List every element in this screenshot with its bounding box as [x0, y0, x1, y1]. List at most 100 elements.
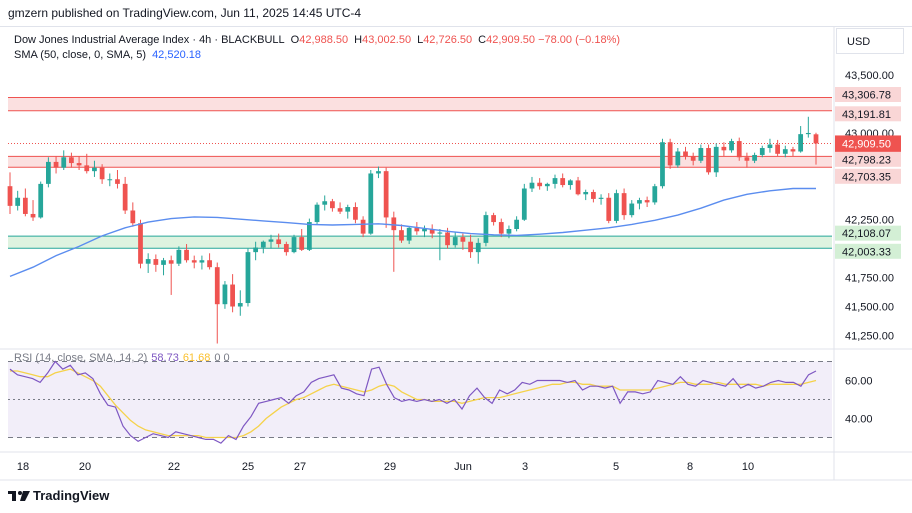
candle-body	[675, 151, 681, 166]
low-label: L	[417, 34, 424, 46]
time-tick-label: 20	[79, 461, 91, 473]
candle-body	[237, 303, 243, 307]
candle-body	[145, 259, 151, 264]
candle-body	[713, 146, 719, 173]
time-tick-label: 8	[687, 461, 693, 473]
time-tick-label: 25	[242, 461, 254, 473]
candle-body	[805, 132, 811, 135]
candle-body	[445, 232, 450, 246]
candle-body	[475, 242, 481, 253]
price-tag-label: 43,306.78	[842, 89, 891, 101]
tradingview-footer[interactable]: TradingView	[8, 488, 109, 503]
candle-body	[306, 222, 312, 250]
candle-body	[383, 171, 389, 218]
candle-body	[391, 217, 397, 231]
top-border	[0, 26, 912, 27]
main-legend: Dow Jones Industrial Average Index · 4h …	[14, 33, 620, 63]
time-tick-label: 3	[522, 461, 528, 473]
candle-body	[567, 180, 573, 186]
candle-body	[245, 252, 251, 304]
time-tick-label: 10	[742, 461, 754, 473]
candle-body	[406, 227, 412, 241]
candle-body	[199, 260, 205, 263]
price-tag-zone	[835, 168, 901, 184]
candle-body	[84, 165, 90, 172]
price-tag-resistance	[835, 86, 901, 102]
price-tag-label: 42,003.33	[842, 246, 891, 258]
tradingview-brand: TradingView	[33, 488, 110, 503]
open-label: O	[290, 34, 300, 46]
candle-body	[537, 182, 543, 187]
candle-body	[629, 203, 635, 216]
candle-body	[222, 284, 228, 305]
candle-body	[614, 193, 619, 221]
candle-body	[437, 232, 443, 234]
candle-body	[53, 161, 59, 168]
candle-body	[560, 178, 566, 186]
candle-body	[276, 239, 282, 245]
candle-body	[38, 183, 44, 218]
candle-body	[598, 197, 604, 199]
candle-body	[107, 179, 113, 181]
candle-body	[214, 267, 220, 305]
candle-body	[422, 229, 427, 232]
candle-body	[69, 157, 74, 164]
candle-body	[61, 157, 67, 168]
candle-body	[176, 249, 182, 264]
candle-body	[22, 197, 28, 214]
candle-body	[161, 260, 166, 265]
candle-body	[644, 200, 650, 203]
low-value: 42,726.50	[423, 34, 473, 46]
price-tick-label: 42,250.00	[845, 215, 894, 227]
candle-body	[767, 144, 773, 149]
candle-body	[337, 208, 343, 212]
instrument-label[interactable]: Dow Jones Industrial Average Index · 4h …	[14, 34, 285, 46]
rsi-legend-label[interactable]: RSI (14, close, SMA, 14, 2)	[14, 352, 148, 364]
candle-body	[652, 186, 658, 203]
price-tag-label: 42,909.50	[842, 138, 891, 150]
candle-body	[291, 237, 297, 253]
price-tick-label: 41,250.00	[845, 330, 894, 342]
price-tag-label: 42,108.07	[842, 228, 891, 240]
candle-body	[368, 173, 374, 234]
candle-body	[798, 134, 804, 152]
candle-body	[207, 260, 212, 268]
publisher-caption: gmzern published on TradingView.com, Jun…	[8, 6, 362, 20]
candle-body	[76, 163, 82, 166]
candle-body	[759, 148, 765, 155]
candle-body	[782, 149, 788, 154]
price-tag-support	[835, 243, 901, 259]
time-tick-label: 5	[613, 461, 619, 473]
candle-body	[7, 186, 13, 206]
zone-support-2	[8, 236, 832, 249]
candle-body	[506, 229, 512, 234]
rsi-ma-legend-value: 61.68	[182, 352, 211, 364]
candle-body	[122, 183, 128, 211]
zone-resistance-1	[8, 156, 832, 168]
candle-body	[283, 244, 289, 253]
currency-button[interactable]: USD	[836, 28, 904, 54]
rsi-legend-extra: 0 0	[214, 352, 230, 364]
candle-body	[667, 142, 673, 166]
candle-body	[353, 207, 358, 220]
time-tick-label: 27	[294, 461, 306, 473]
candle-body	[138, 223, 143, 264]
change-value: −78.00 (−0.18%)	[538, 34, 621, 46]
close-label: C	[478, 34, 487, 46]
candle-body	[514, 219, 520, 229]
candle-body	[460, 237, 466, 242]
candle-body	[637, 200, 642, 204]
candle-body	[790, 149, 796, 152]
rsi-ma-line	[10, 368, 817, 439]
candle-body	[184, 249, 189, 261]
candle-body	[698, 148, 704, 161]
candle-body	[314, 204, 320, 223]
time-tick-label: 18	[17, 461, 29, 473]
price-tag-label: 42,703.35	[842, 171, 891, 183]
rsi-legend: RSI (14, close, SMA, 14, 2) 58.73 61.68 0 0	[14, 352, 230, 364]
candle-body	[345, 207, 351, 212]
candle-body	[153, 259, 159, 265]
candle-body	[775, 144, 780, 154]
sma-legend-label[interactable]: SMA (50, close, 0, SMA, 5)	[14, 49, 147, 61]
